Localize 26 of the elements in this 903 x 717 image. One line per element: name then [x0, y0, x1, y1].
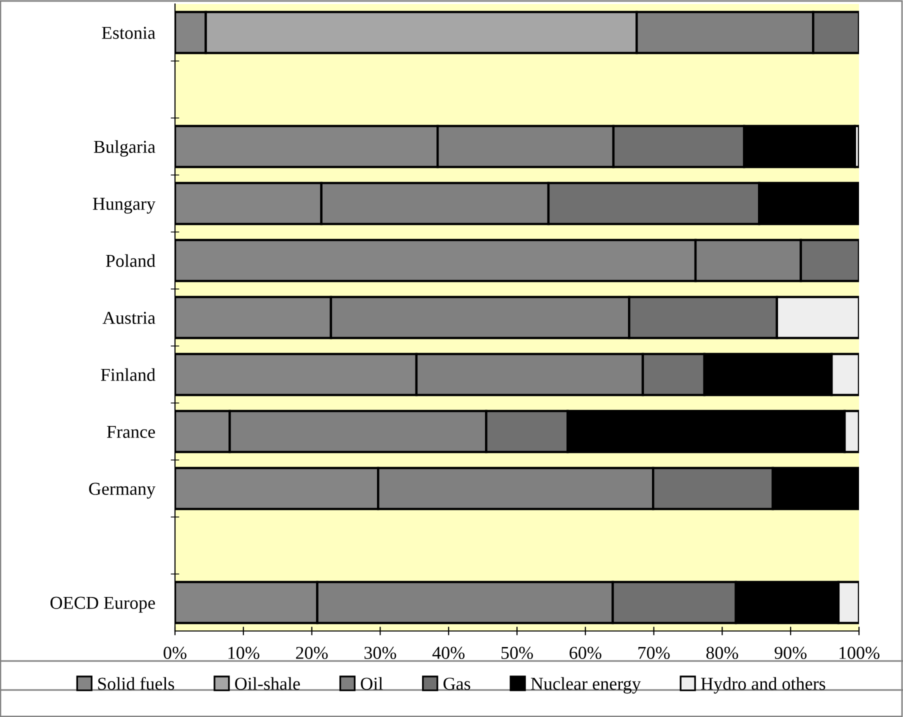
y-tick-label: Germany — [89, 482, 156, 499]
y-tick-label: Finland — [100, 368, 156, 381]
y-tick-label: Poland — [106, 254, 156, 267]
x-tick-label: 20% — [296, 646, 328, 660]
x-tick-label: 80% — [706, 646, 738, 660]
legend-label: Solid fuels — [98, 676, 174, 690]
legend-label: Oil — [360, 677, 383, 690]
y-tick-label: Bulgaria — [94, 140, 156, 157]
x-tick-label: 50% — [502, 646, 533, 660]
legend-label: Nuclear energy — [530, 677, 641, 694]
y-tick-label: Hungary — [92, 198, 156, 214]
x-tick-label: 70% — [638, 646, 670, 660]
legend-label: Gas — [444, 678, 470, 690]
y-tick-label: Austria — [102, 312, 156, 324]
y-tick-label: Estonia — [102, 26, 156, 39]
legend-label: Oil-shale — [235, 677, 300, 690]
x-tick-label: 0% — [164, 646, 186, 660]
x-tick-label: 90% — [774, 646, 807, 660]
x-tick-label: 30% — [364, 646, 396, 660]
legend-label: Hydro and others — [701, 677, 826, 694]
x-tick-label: 40% — [432, 646, 465, 660]
y-tick-label: France — [106, 426, 155, 438]
x-tick-label: 100% — [840, 646, 880, 660]
x-tick-label: 10% — [228, 646, 260, 660]
y-tick-label: OECD Europe — [50, 596, 155, 613]
x-tick-label: 60% — [570, 646, 602, 660]
